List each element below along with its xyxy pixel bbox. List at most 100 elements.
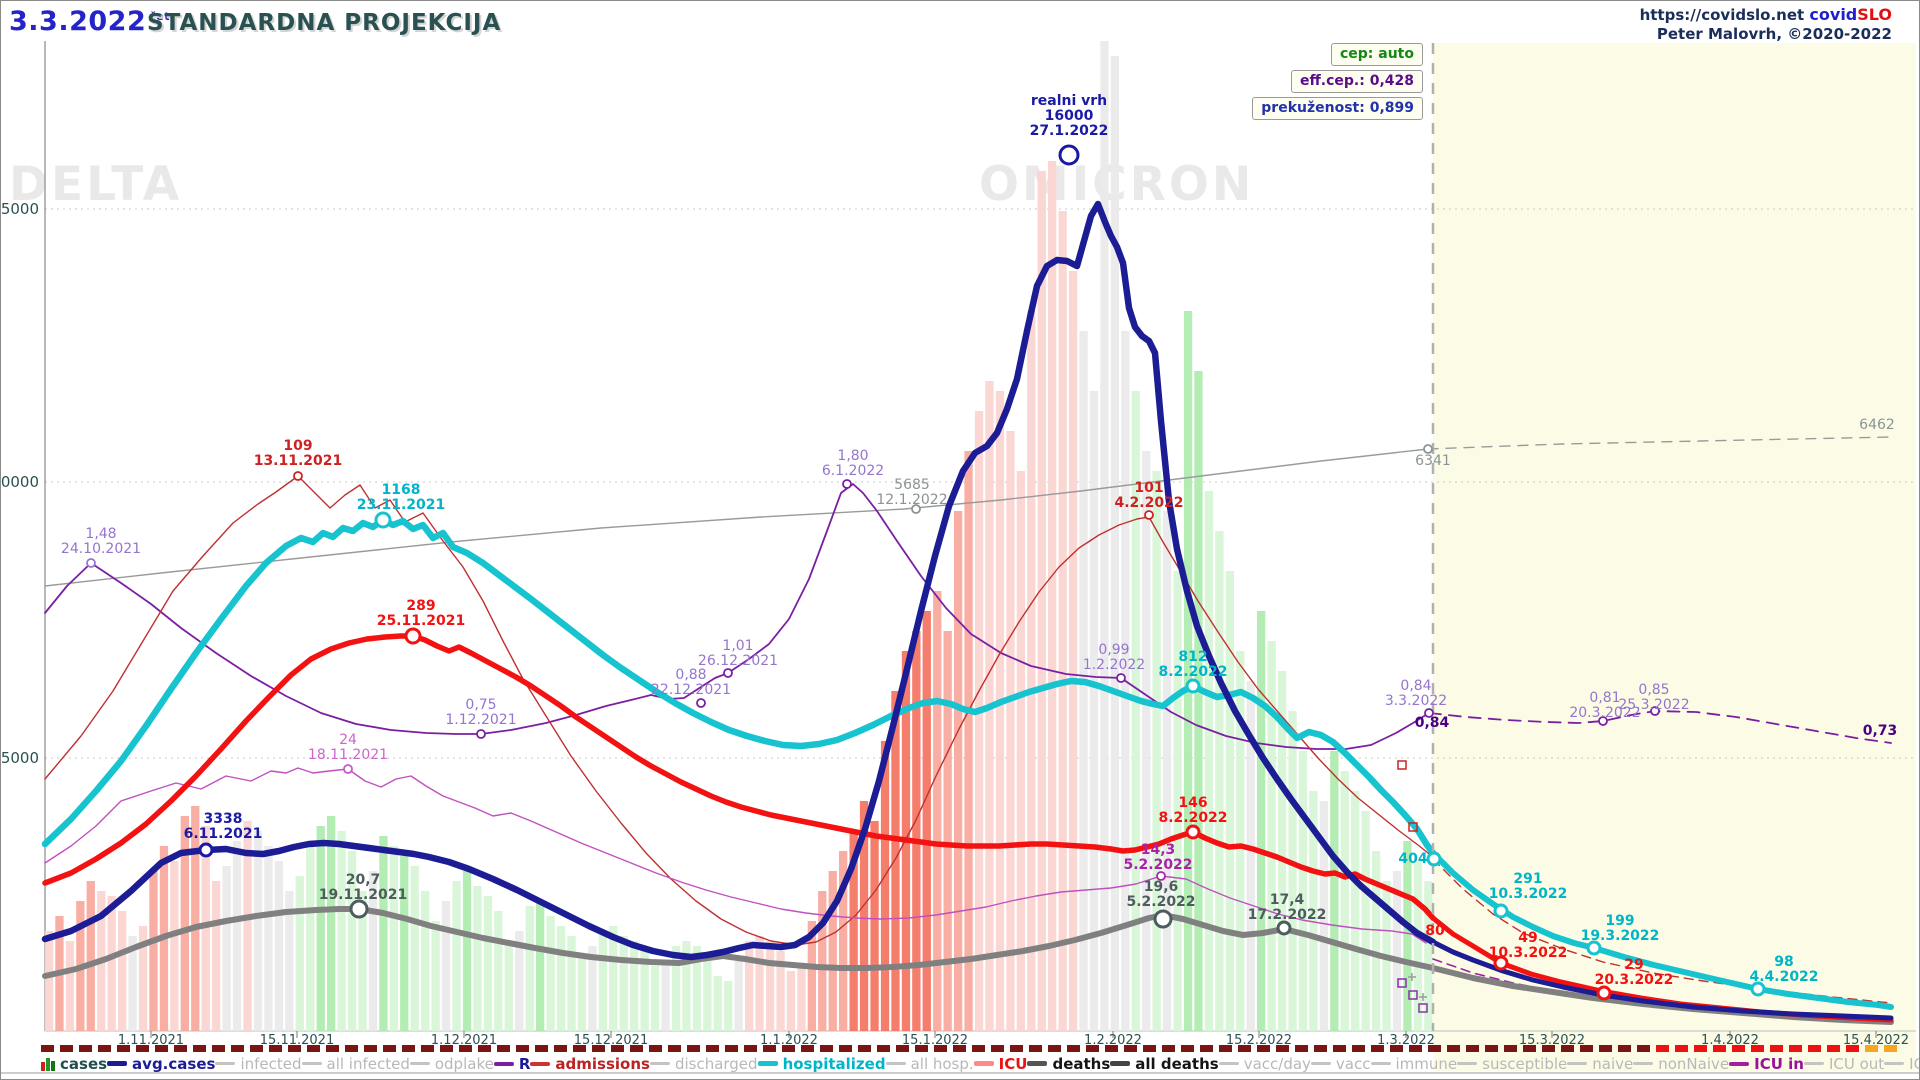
legend-item-nonnaive[interactable]: nonNaive	[1633, 1055, 1729, 1073]
daily-cases-bar	[222, 866, 231, 1031]
legend-swatch	[649, 1062, 670, 1065]
daily-cases-bar	[462, 871, 472, 1031]
data-point-marker	[1153, 909, 1173, 929]
measures-dash	[820, 1045, 833, 1052]
data-point-marker	[842, 479, 852, 489]
legend-swatch	[1218, 1062, 1239, 1065]
legend-item-vacc[interactable]: vacc	[1310, 1055, 1371, 1073]
x-axis-label: 1.12.2021	[431, 1033, 497, 1048]
daily-cases-bar	[1048, 161, 1057, 1031]
daily-cases-bar	[421, 891, 430, 1031]
daily-cases-bar	[1424, 881, 1433, 1031]
legend-item-r[interactable]: R	[493, 1055, 530, 1073]
scatter-square-marker	[1397, 760, 1407, 770]
daily-cases-bar	[1319, 801, 1328, 1031]
daily-cases-bar	[661, 961, 670, 1031]
icu-line	[42, 633, 1436, 921]
legend-item-all-deaths[interactable]: all deaths	[1110, 1055, 1219, 1073]
annotation: 812 8.2.2022	[1158, 649, 1227, 680]
legend-item-icu-in[interactable]: ICU in	[1729, 1055, 1804, 1073]
legend-swatch	[757, 1061, 778, 1066]
all-hosp-projection	[1427, 436, 1892, 450]
measures-dash	[1162, 1045, 1175, 1052]
legend-item-immune[interactable]: immune	[1370, 1054, 1458, 1073]
daily-cases-bar	[441, 901, 451, 1031]
measures-dash	[1808, 1045, 1821, 1052]
daily-cases-bar	[243, 821, 252, 1031]
daily-cases-bar	[619, 936, 628, 1031]
measures-dash	[1257, 1045, 1270, 1052]
measures-dash	[1751, 1045, 1764, 1052]
daily-cases-bar	[870, 821, 879, 1031]
legend-item-susceptible[interactable]: susceptible	[1457, 1055, 1567, 1073]
R-projection	[1428, 710, 1892, 744]
daily-cases-bar	[880, 741, 890, 1031]
annotation: 20,7 19.11.2021	[319, 872, 408, 903]
legend-item-vacc-day[interactable]: vacc/day	[1218, 1054, 1311, 1073]
legend-item-all-infected[interactable]: all infected	[301, 1054, 410, 1073]
legend-item-all-hosp-[interactable]: all hosp.	[885, 1055, 974, 1073]
legend-item-infected[interactable]: infected	[215, 1055, 302, 1073]
prekuzenost-parameter-chip[interactable]: prekuženost: 0,899	[1252, 97, 1423, 120]
measures-dash	[79, 1045, 92, 1052]
daily-cases-bar	[650, 966, 660, 1031]
eff-cep-parameter-chip[interactable]: eff.cep.: 0,428	[1290, 70, 1423, 93]
legend-item-naive[interactable]: naive	[1567, 1055, 1633, 1073]
report-weekday: čet	[149, 10, 170, 23]
legend-swatch	[107, 1061, 128, 1066]
legend-item-icu-out[interactable]: ICU out	[1803, 1055, 1884, 1073]
legend-item-admissions[interactable]: admissions	[530, 1055, 650, 1073]
legend-item-cases[interactable]: cases	[41, 1055, 107, 1073]
legend-label: immune	[1395, 1054, 1458, 1073]
annotation: 146 8.2.2022	[1158, 795, 1227, 826]
legend-item-icu-deaths[interactable]: ICU deaths	[1884, 1055, 1919, 1073]
legend-item-discharged[interactable]: discharged	[649, 1055, 758, 1073]
legend-item-icu[interactable]: ICU	[973, 1055, 1027, 1073]
annotation: 289 25.11.2021	[377, 598, 466, 629]
daily-cases-bar	[1204, 491, 1214, 1031]
site-link[interactable]: https://covidslo.net covidSLO	[1639, 5, 1892, 24]
daily-cases-bar	[598, 931, 607, 1031]
daily-cases-bar	[1309, 791, 1318, 1031]
x-axis-label: 15.11.2021	[260, 1033, 334, 1048]
daily-cases-bar	[713, 976, 722, 1031]
measures-dash	[1732, 1045, 1745, 1052]
measures-dash	[1352, 1045, 1365, 1052]
legend-item-odplake[interactable]: odplake	[409, 1055, 494, 1073]
legend-swatch	[409, 1062, 430, 1065]
daily-cases-bar	[1267, 641, 1276, 1031]
data-point-marker	[404, 627, 422, 645]
legend-label: admissions	[555, 1054, 650, 1073]
measures-dash	[972, 1045, 985, 1052]
legend-label: all infected	[326, 1054, 410, 1073]
daily-cases-bar	[1277, 671, 1287, 1031]
daily-cases-bar	[483, 896, 493, 1031]
annotation: 199 19.3.2022	[1581, 913, 1660, 944]
legend-item-deaths[interactable]: deaths	[1027, 1055, 1110, 1073]
measures-dash	[1694, 1045, 1707, 1052]
data-point-marker	[1750, 981, 1766, 997]
annotation: 14,3 5.2.2022	[1123, 842, 1192, 873]
daily-cases-bar	[1351, 791, 1360, 1031]
legend-label: cases	[60, 1054, 108, 1073]
cep-parameter-chip[interactable]: cep: auto	[1330, 43, 1423, 66]
daily-cases-bar	[274, 861, 284, 1031]
measures-dash	[1561, 1045, 1574, 1052]
legend-item-avg-cases[interactable]: avg.cases	[107, 1055, 215, 1073]
annotation: 49 10.3.2022	[1489, 930, 1568, 961]
legend-item-hospitalized[interactable]: hospitalized	[757, 1055, 886, 1073]
annotation: 1168 23.11.2021	[357, 482, 446, 513]
legend-label: vacc/day	[1243, 1054, 1311, 1073]
measures-dash	[1656, 1045, 1669, 1052]
daily-cases-bar	[1298, 751, 1308, 1031]
data-point-marker	[1650, 706, 1660, 716]
daily-cases-bar	[536, 901, 545, 1031]
daily-cases-bar	[1027, 311, 1036, 1031]
legend-swatch	[1803, 1062, 1824, 1065]
measures-dash	[1029, 1045, 1042, 1052]
data-point-marker	[1276, 920, 1292, 936]
annotation: 0,85 25.3.2022	[1618, 682, 1689, 713]
daily-cases-bar	[65, 941, 75, 1031]
x-axis-label: 1.11.2021	[118, 1033, 184, 1048]
